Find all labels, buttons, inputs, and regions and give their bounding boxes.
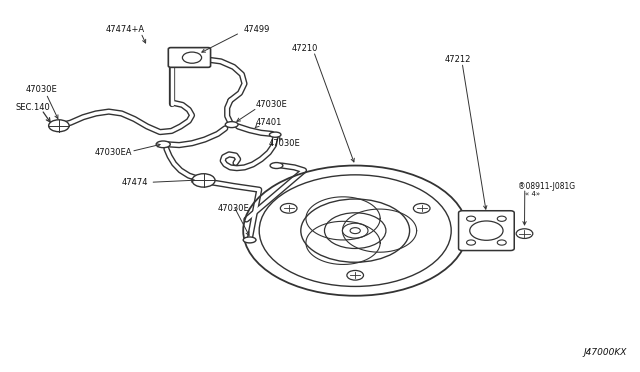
Text: 47030E: 47030E — [218, 204, 250, 213]
Text: 47030E: 47030E — [269, 139, 301, 148]
Circle shape — [467, 216, 476, 221]
Ellipse shape — [156, 141, 170, 148]
Text: 47401: 47401 — [256, 118, 282, 127]
Text: 47474: 47474 — [122, 178, 148, 187]
Text: 47210: 47210 — [291, 44, 317, 53]
Circle shape — [470, 221, 503, 240]
Circle shape — [49, 120, 69, 132]
Text: 47030E: 47030E — [256, 100, 288, 109]
Circle shape — [350, 228, 360, 234]
Text: J47000KX: J47000KX — [584, 348, 627, 357]
Text: ®08911-J081G: ®08911-J081G — [518, 182, 575, 190]
Circle shape — [192, 174, 215, 187]
Circle shape — [467, 240, 476, 245]
Ellipse shape — [270, 163, 283, 169]
Text: SEC.140: SEC.140 — [16, 103, 51, 112]
FancyBboxPatch shape — [458, 211, 515, 251]
Circle shape — [413, 203, 430, 213]
Circle shape — [347, 270, 364, 280]
Text: 47474+A: 47474+A — [105, 25, 145, 34]
Circle shape — [497, 216, 506, 221]
Text: 47030E: 47030E — [26, 85, 58, 94]
Ellipse shape — [243, 237, 256, 243]
Ellipse shape — [269, 132, 281, 137]
Text: 47030EA: 47030EA — [95, 148, 132, 157]
Text: 47499: 47499 — [243, 25, 269, 34]
Circle shape — [516, 229, 533, 238]
Text: « 4»: « 4» — [525, 191, 540, 197]
FancyBboxPatch shape — [168, 48, 211, 67]
Text: 47212: 47212 — [445, 55, 471, 64]
Ellipse shape — [225, 122, 238, 128]
Circle shape — [280, 203, 297, 213]
Circle shape — [497, 240, 506, 245]
